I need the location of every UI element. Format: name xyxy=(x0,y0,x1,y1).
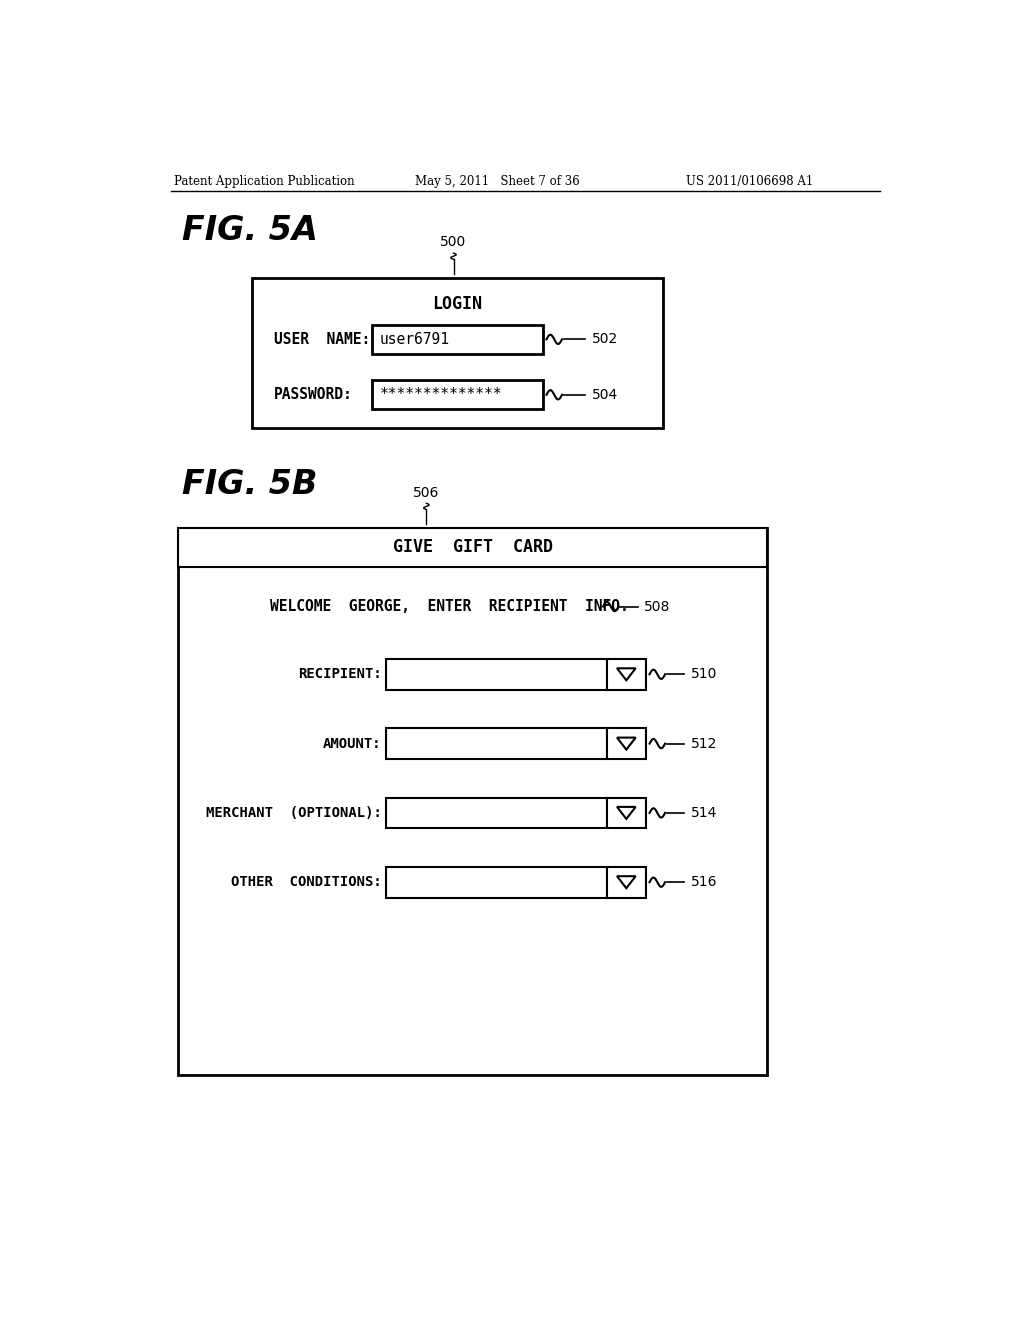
Text: 514: 514 xyxy=(690,807,717,820)
Bar xyxy=(607,729,646,759)
Text: 516: 516 xyxy=(690,875,717,890)
Text: WELCOME  GEORGE,  ENTER  RECIPIENT  INFO.: WELCOME GEORGE, ENTER RECIPIENT INFO. xyxy=(270,599,629,614)
Text: 500: 500 xyxy=(440,235,467,249)
Bar xyxy=(178,528,767,566)
Text: user6791: user6791 xyxy=(380,331,450,347)
Text: LOGIN: LOGIN xyxy=(432,294,482,313)
Text: Patent Application Publication: Patent Application Publication xyxy=(174,176,355,189)
Bar xyxy=(607,867,646,898)
Text: PASSWORD:: PASSWORD: xyxy=(273,387,352,403)
Bar xyxy=(372,325,543,354)
Text: FIG. 5A: FIG. 5A xyxy=(182,214,318,247)
Text: 512: 512 xyxy=(690,737,717,751)
Text: 508: 508 xyxy=(644,599,671,614)
Text: 502: 502 xyxy=(592,333,617,346)
Bar xyxy=(372,380,543,409)
Text: GIVE  GIFT  CARD: GIVE GIFT CARD xyxy=(393,539,553,556)
Text: US 2011/0106698 A1: US 2011/0106698 A1 xyxy=(686,176,813,189)
Text: **************: ************** xyxy=(380,387,503,403)
Text: 506: 506 xyxy=(414,486,439,499)
Bar xyxy=(386,729,607,759)
Bar xyxy=(607,659,646,689)
Text: 504: 504 xyxy=(592,388,617,401)
Bar xyxy=(178,528,767,1074)
Bar xyxy=(386,797,607,829)
Bar xyxy=(607,797,646,829)
Text: USER  NAME:: USER NAME: xyxy=(273,331,370,347)
Text: OTHER  CONDITIONS:: OTHER CONDITIONS: xyxy=(230,875,381,890)
Text: MERCHANT  (OPTIONAL):: MERCHANT (OPTIONAL): xyxy=(206,807,381,820)
Text: AMOUNT:: AMOUNT: xyxy=(323,737,381,751)
Text: FIG. 5B: FIG. 5B xyxy=(182,469,317,502)
Text: RECIPIENT:: RECIPIENT: xyxy=(298,668,381,681)
Bar xyxy=(386,867,607,898)
Text: May 5, 2011   Sheet 7 of 36: May 5, 2011 Sheet 7 of 36 xyxy=(415,176,580,189)
Bar xyxy=(386,659,607,689)
Text: 510: 510 xyxy=(690,668,717,681)
Bar xyxy=(252,277,663,428)
